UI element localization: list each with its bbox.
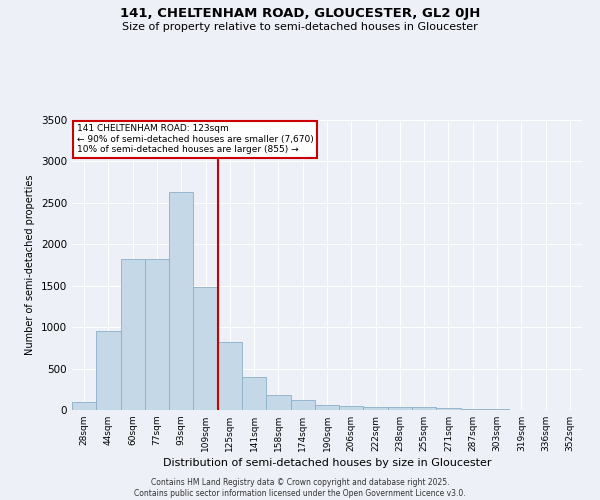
Text: Size of property relative to semi-detached houses in Gloucester: Size of property relative to semi-detach…	[122, 22, 478, 32]
Bar	[218, 342, 242, 410]
Bar	[436, 408, 461, 410]
Y-axis label: Number of semi-detached properties: Number of semi-detached properties	[25, 175, 35, 355]
Bar	[169, 192, 193, 410]
Bar	[290, 400, 315, 410]
Text: 141, CHELTENHAM ROAD, GLOUCESTER, GL2 0JH: 141, CHELTENHAM ROAD, GLOUCESTER, GL2 0J…	[120, 8, 480, 20]
Bar	[388, 407, 412, 410]
Text: Contains HM Land Registry data © Crown copyright and database right 2025.
Contai: Contains HM Land Registry data © Crown c…	[134, 478, 466, 498]
Bar	[145, 259, 169, 410]
Bar	[412, 406, 436, 410]
Bar	[315, 404, 339, 410]
Bar	[339, 406, 364, 410]
Bar	[193, 288, 218, 410]
X-axis label: Distribution of semi-detached houses by size in Gloucester: Distribution of semi-detached houses by …	[163, 458, 491, 468]
Bar	[96, 332, 121, 410]
Bar	[242, 377, 266, 410]
Bar	[121, 259, 145, 410]
Bar	[266, 394, 290, 410]
Text: 141 CHELTENHAM ROAD: 123sqm
← 90% of semi-detached houses are smaller (7,670)
10: 141 CHELTENHAM ROAD: 123sqm ← 90% of sem…	[77, 124, 314, 154]
Bar	[461, 409, 485, 410]
Bar	[72, 402, 96, 410]
Bar	[364, 406, 388, 410]
